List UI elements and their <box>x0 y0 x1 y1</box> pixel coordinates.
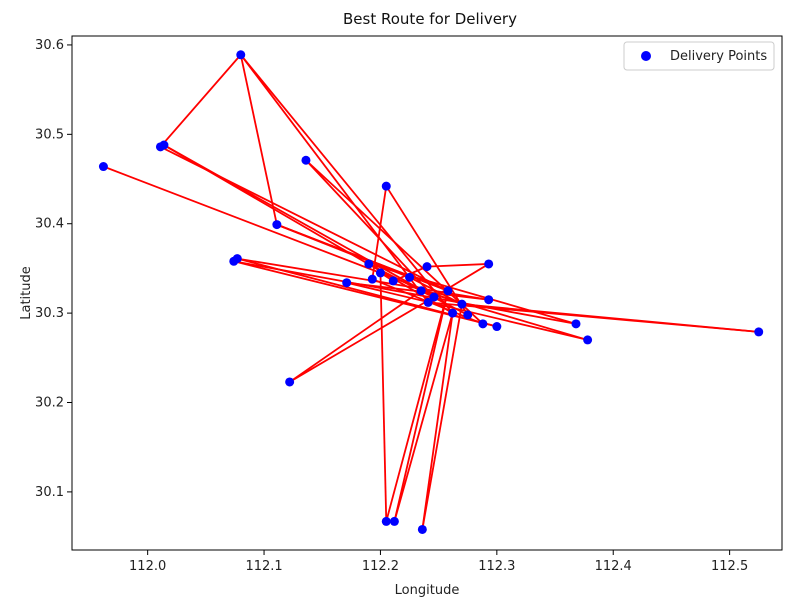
x-tick-label: 112.2 <box>362 559 399 574</box>
chart-title: Best Route for Delivery <box>343 10 517 28</box>
delivery-points <box>98 50 764 534</box>
delivery-point <box>571 319 581 329</box>
route-segment <box>409 276 463 305</box>
legend: Delivery Points <box>623 41 775 71</box>
x-tick-label: 112.0 <box>129 559 166 574</box>
delivery-point <box>423 297 433 307</box>
legend-entry: Delivery Points <box>670 49 767 64</box>
delivery-point <box>422 262 432 272</box>
delivery-point <box>457 299 467 309</box>
route-segment <box>393 312 454 522</box>
legend-box <box>623 41 775 71</box>
delivery-point <box>375 268 385 278</box>
route-segment <box>433 263 490 298</box>
delivery-point <box>416 286 426 296</box>
delivery-point <box>429 292 439 302</box>
route-segment <box>393 290 449 522</box>
delivery-point <box>285 377 295 387</box>
delivery-point <box>484 259 494 269</box>
route-segment <box>426 263 489 268</box>
delivery-point <box>417 524 427 534</box>
y-tick-label: 30.5 <box>35 127 64 142</box>
route-segment <box>379 272 388 522</box>
x-axis-ticks: 112.0 112.1 112.2 112.3 112.4 112.5 <box>129 550 748 574</box>
route-segment <box>159 54 242 148</box>
y-tick-label: 30.1 <box>35 485 64 500</box>
delivery-point <box>754 327 764 337</box>
legend-marker <box>641 51 651 61</box>
route-segment <box>305 159 484 325</box>
delivery-point <box>484 295 494 305</box>
x-tick-label: 112.3 <box>478 559 515 574</box>
delivery-point <box>364 259 374 269</box>
route-segment <box>421 312 454 530</box>
route-segment <box>163 144 435 298</box>
y-tick-label: 30.2 <box>35 396 64 411</box>
delivery-point <box>236 50 246 60</box>
delivery-point <box>301 155 311 165</box>
y-axis-label: Latitude <box>19 266 34 320</box>
y-tick-label: 30.4 <box>35 217 64 232</box>
y-tick-label: 30.6 <box>35 38 64 53</box>
route-segment <box>421 304 463 530</box>
delivery-point <box>492 322 502 332</box>
delivery-point <box>463 310 473 320</box>
delivery-point <box>389 516 399 526</box>
x-tick-label: 112.4 <box>595 559 632 574</box>
x-axis-label: Longitude <box>395 583 460 598</box>
delivery-point <box>272 220 282 230</box>
delivery-point <box>405 272 415 282</box>
delivery-point <box>583 335 593 345</box>
delivery-point <box>381 516 391 526</box>
y-tick-label: 30.3 <box>35 306 64 321</box>
delivery-point <box>367 274 377 284</box>
y-axis-ticks: 30.1 30.2 30.3 30.4 30.5 30.6 <box>35 38 72 500</box>
route-segment <box>240 54 429 303</box>
route-segment <box>289 296 435 383</box>
delivery-point <box>443 286 453 296</box>
delivery-point <box>381 181 391 191</box>
x-tick-label: 112.1 <box>245 559 282 574</box>
delivery-point <box>342 278 352 288</box>
route-segment <box>385 290 449 522</box>
delivery-point <box>159 140 169 150</box>
x-tick-label: 112.5 <box>711 559 748 574</box>
delivery-point <box>232 254 242 264</box>
route-segment <box>276 223 449 292</box>
route-segment <box>289 290 422 383</box>
delivery-point <box>388 276 398 286</box>
delivery-point <box>478 319 488 329</box>
route-segment <box>420 289 588 341</box>
delivery-point <box>98 162 108 172</box>
route-segment <box>239 54 278 225</box>
delivery-point <box>448 308 458 318</box>
